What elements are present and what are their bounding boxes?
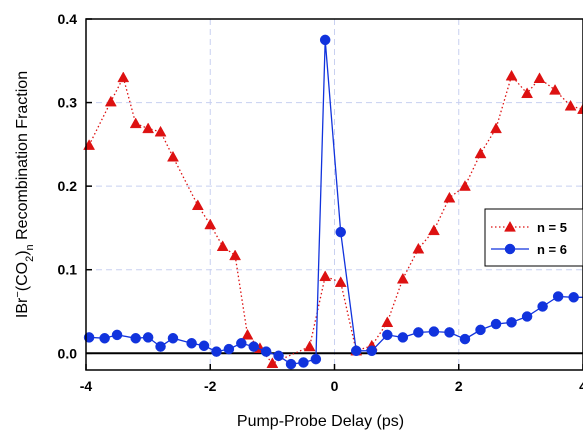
data-point bbox=[229, 249, 242, 261]
axis-ticks: -4 -2 0 2 4 0.0 0.1 0.2 0.3 0.4 bbox=[58, 11, 583, 394]
series-1 bbox=[83, 69, 583, 368]
x-tick-label: 2 bbox=[455, 378, 463, 394]
y-tick-label: 0.3 bbox=[58, 95, 78, 111]
grid-lines bbox=[86, 19, 583, 370]
y-axis-title: IBr−(CO2)n Recombination Fraction bbox=[12, 71, 36, 318]
data-point bbox=[211, 346, 222, 357]
data-point bbox=[167, 332, 179, 344]
data-point bbox=[142, 122, 155, 134]
data-point bbox=[223, 343, 235, 355]
data-point bbox=[552, 291, 564, 302]
data-point bbox=[130, 332, 141, 344]
x-tick-label: -4 bbox=[80, 378, 93, 394]
y-tick-label: 0.2 bbox=[58, 178, 78, 194]
legend-entry: n = 5 bbox=[491, 220, 567, 235]
y-axis-title-prefix: IBr bbox=[14, 297, 31, 318]
data-point bbox=[319, 270, 332, 282]
legend-label: n = 5 bbox=[537, 220, 567, 235]
data-point bbox=[396, 272, 409, 284]
legend-box bbox=[484, 208, 583, 267]
data-point bbox=[319, 34, 331, 46]
series-line bbox=[89, 39, 583, 365]
data-point bbox=[260, 346, 272, 357]
data-point bbox=[521, 311, 533, 322]
data-point bbox=[443, 191, 456, 203]
data-point bbox=[303, 340, 316, 352]
data-point bbox=[104, 95, 117, 107]
data-point bbox=[382, 329, 393, 341]
y-tick-label: 0.1 bbox=[58, 262, 78, 278]
data-point bbox=[397, 332, 409, 343]
y-axis-title-mid: (CO bbox=[14, 262, 31, 291]
data-point bbox=[310, 353, 322, 365]
x-axis-title: Pump-Probe Delay (ps) bbox=[237, 413, 404, 430]
data-point bbox=[350, 345, 362, 357]
data-point bbox=[427, 224, 440, 236]
data-point bbox=[155, 341, 166, 352]
series-2 bbox=[83, 34, 583, 370]
data-point bbox=[444, 327, 455, 338]
series-layer bbox=[83, 34, 583, 370]
y-axis-title-suffix: Recombination Fraction bbox=[14, 71, 31, 244]
x-tick-label: 4 bbox=[579, 378, 583, 394]
data-point bbox=[381, 316, 394, 328]
data-point bbox=[216, 240, 229, 251]
data-point bbox=[428, 326, 440, 337]
data-point bbox=[142, 332, 154, 343]
y-axis-title-sub2: 2 bbox=[24, 256, 36, 262]
data-point bbox=[505, 69, 518, 81]
data-point bbox=[521, 87, 534, 99]
data-point bbox=[167, 150, 179, 162]
y-axis-title-close: ) bbox=[14, 250, 31, 255]
data-point bbox=[198, 340, 210, 352]
data-point bbox=[537, 301, 548, 312]
data-point bbox=[186, 338, 197, 349]
data-point bbox=[568, 292, 579, 303]
data-point bbox=[248, 341, 259, 352]
data-point bbox=[154, 125, 167, 137]
data-point bbox=[412, 242, 425, 254]
x-tick-label: -2 bbox=[204, 378, 217, 394]
legend-marker bbox=[504, 220, 516, 232]
data-point bbox=[204, 218, 217, 230]
data-point bbox=[474, 147, 487, 159]
data-point bbox=[564, 99, 577, 111]
data-point bbox=[117, 71, 130, 83]
data-point bbox=[459, 180, 471, 191]
data-point bbox=[490, 318, 502, 330]
legend-marker bbox=[504, 243, 516, 255]
data-point bbox=[334, 276, 347, 287]
data-point bbox=[533, 72, 546, 83]
data-point bbox=[577, 103, 583, 114]
data-point bbox=[99, 332, 110, 344]
data-point bbox=[273, 350, 284, 362]
y-axis-title-subn: n bbox=[24, 244, 36, 250]
data-point bbox=[506, 317, 517, 328]
data-point bbox=[459, 333, 471, 345]
data-point bbox=[335, 226, 346, 238]
legend: n = 5 n = 6 bbox=[484, 208, 583, 267]
data-point bbox=[413, 327, 424, 338]
data-point bbox=[111, 329, 123, 341]
data-point bbox=[475, 324, 486, 336]
data-point bbox=[549, 84, 561, 95]
data-point bbox=[366, 345, 378, 357]
data-point bbox=[285, 358, 297, 370]
x-tick-label: 0 bbox=[331, 378, 339, 394]
data-point bbox=[236, 338, 247, 349]
data-point bbox=[241, 328, 254, 340]
legend-label: n = 6 bbox=[537, 242, 567, 257]
y-tick-label: 0.4 bbox=[58, 11, 78, 27]
data-point bbox=[490, 122, 502, 134]
data-point bbox=[298, 357, 309, 368]
data-point bbox=[191, 199, 204, 211]
y-axis-title-sup: − bbox=[12, 291, 24, 297]
y-tick-label: 0.0 bbox=[58, 345, 78, 361]
data-point bbox=[266, 357, 279, 368]
legend-entry: n = 6 bbox=[491, 242, 567, 257]
data-point bbox=[129, 117, 142, 129]
legend-entries: n = 5 n = 6 bbox=[491, 220, 567, 257]
